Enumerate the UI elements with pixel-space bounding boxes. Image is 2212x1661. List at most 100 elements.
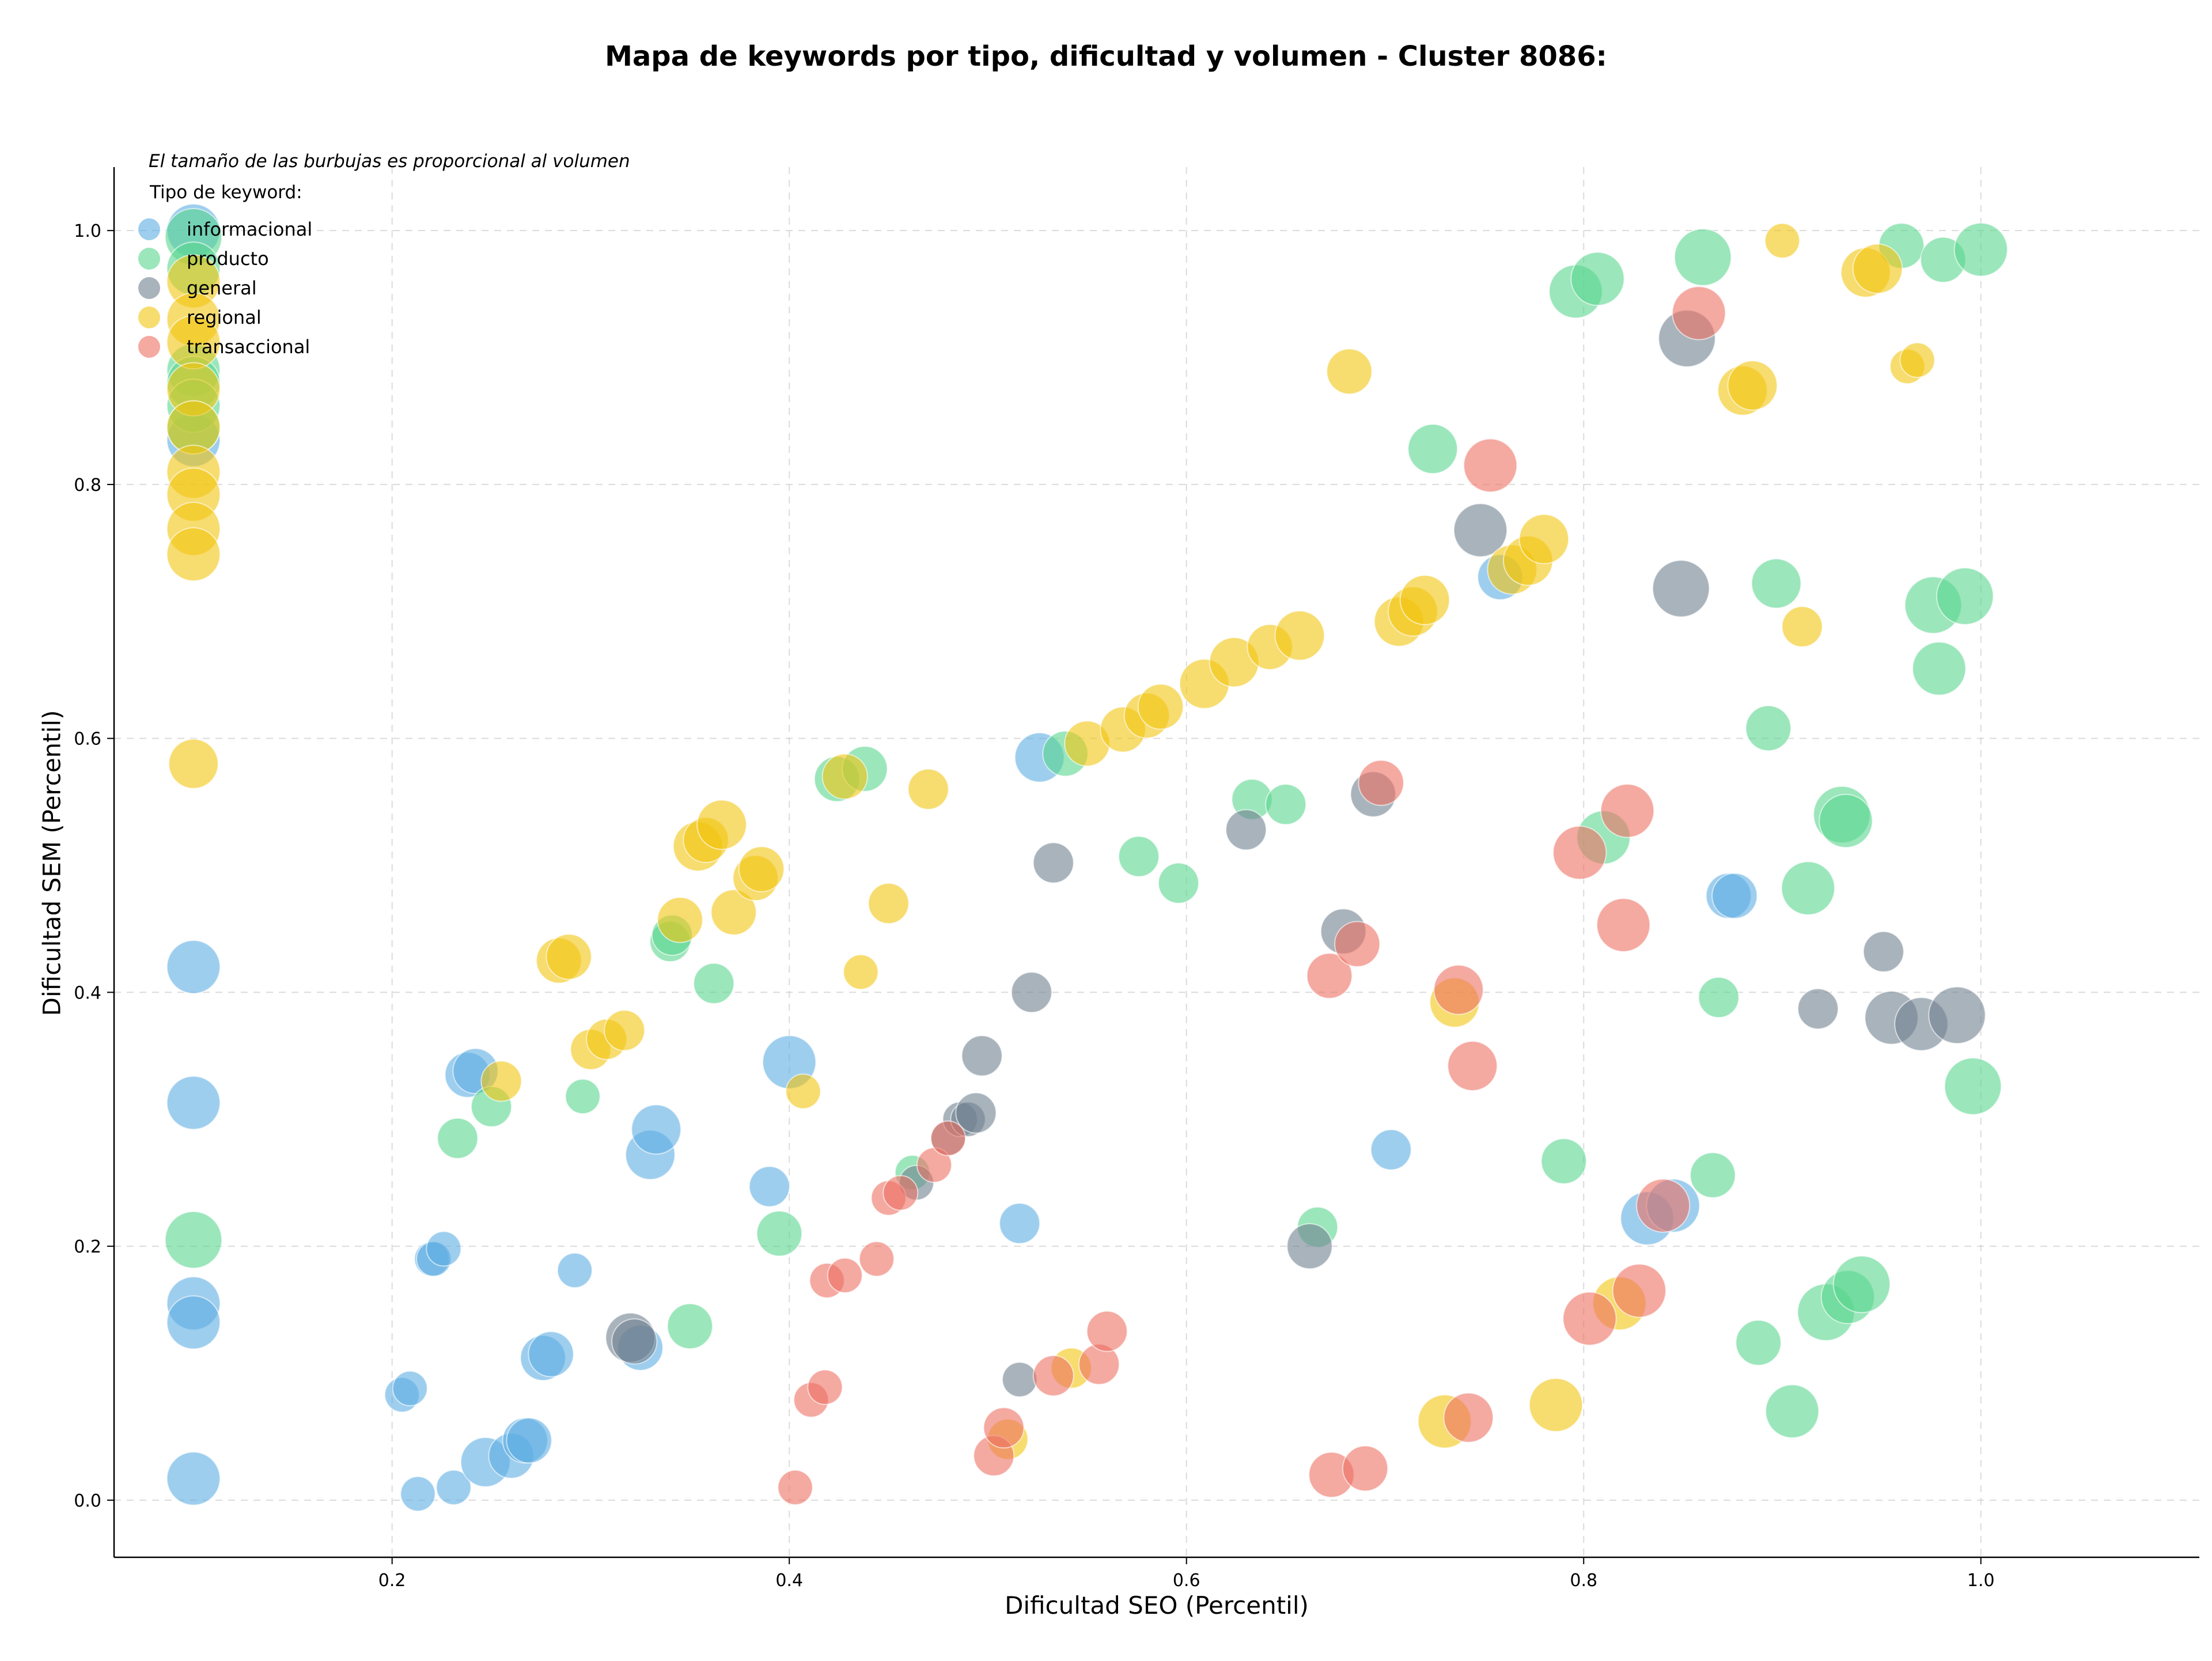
bubble-informacional	[166, 940, 221, 994]
bubble-regional	[785, 1073, 821, 1110]
bubble-producto	[1832, 1255, 1891, 1314]
legend-swatch-regional	[138, 306, 160, 328]
bubble-transaccional	[1672, 286, 1726, 340]
bubble-transaccional	[930, 1120, 966, 1156]
bubble-informacional	[528, 1331, 574, 1378]
bubble-regional	[710, 889, 757, 936]
x-tick-label: 0.6	[1173, 1571, 1200, 1591]
bubble-transaccional	[1596, 898, 1651, 952]
bubble-transaccional	[882, 1175, 919, 1211]
bubble-regional	[166, 527, 221, 582]
bubble-general	[1032, 842, 1074, 884]
bubble-regional	[843, 954, 879, 990]
legend-swatch-general	[138, 277, 160, 299]
legend-item-general: general	[138, 273, 312, 302]
bubble-producto	[1735, 1319, 1782, 1366]
bubble-producto	[1765, 1384, 1820, 1439]
bubble-transaccional	[1358, 759, 1404, 806]
bubble-producto	[1953, 222, 2008, 277]
bubble-informacional	[426, 1231, 462, 1267]
bubble-regional	[1326, 348, 1373, 395]
legend-item-transaccional: transaccional	[138, 332, 312, 361]
bubble-informacional	[1711, 872, 1758, 920]
bubble-transaccional	[1562, 1291, 1617, 1346]
bubble-producto	[1936, 567, 1994, 625]
bubble-producto	[1819, 793, 1873, 848]
bubble-regional	[738, 846, 785, 892]
tick-labels: 0.2 0.4 0.6 0.8 1.0 0.0 0.2 0.4 0.6 0.8 1.0	[74, 221, 1994, 1591]
bubble-producto	[1690, 1152, 1736, 1198]
bubble-transaccional	[807, 1369, 843, 1405]
y-tick-label: 0.0	[74, 1491, 101, 1511]
legend-label: transaccional	[187, 335, 310, 358]
bubble-transaccional	[1552, 825, 1607, 880]
axes	[107, 167, 2199, 1564]
bubble-producto	[164, 1210, 223, 1269]
bubble-informacional	[166, 1295, 221, 1350]
legend-label: regional	[187, 306, 262, 328]
x-tick-label: 0.2	[378, 1571, 406, 1591]
legend-swatch-producto	[138, 247, 160, 270]
bubble-general	[611, 1318, 658, 1365]
bubble-producto	[1118, 835, 1160, 877]
bubble-informacional	[166, 1451, 221, 1506]
bubble-regional	[1518, 513, 1570, 565]
legend-label: general	[187, 277, 257, 299]
bubble-informacional	[748, 1166, 790, 1208]
bubble-informacional	[556, 1252, 593, 1288]
bubble-general	[955, 1092, 997, 1134]
bubble-regional	[1781, 606, 1823, 648]
bubble-general	[1652, 559, 1710, 618]
bubble-informacional	[631, 1104, 681, 1155]
bubble-transaccional	[1600, 784, 1655, 838]
legend: Tipo de keyword: informacional producto …	[138, 182, 312, 361]
grid	[114, 167, 2199, 1557]
bubble-transaccional	[1612, 1263, 1666, 1318]
legend-item-producto: producto	[138, 244, 312, 273]
y-tick-label: 0.8	[74, 475, 101, 495]
x-tick-label: 1.0	[1967, 1571, 1995, 1591]
bubble-informacional	[506, 1417, 552, 1464]
bubbles	[164, 203, 2008, 1512]
bubble-producto	[1540, 1138, 1587, 1185]
chart-title: Mapa de keywords por tipo, dificultad y …	[605, 40, 1607, 73]
x-tick-label: 0.4	[775, 1571, 803, 1591]
bubble-regional	[1274, 610, 1325, 661]
bubble-transaccional	[1032, 1354, 1074, 1397]
legend-title: Tipo de keyword:	[150, 182, 302, 203]
x-tick-label: 0.8	[1570, 1571, 1597, 1591]
bubble-regional	[821, 753, 868, 800]
bubble-regional	[1764, 222, 1800, 259]
bubble-producto	[666, 1303, 713, 1350]
legend-item-informacional: informacional	[138, 214, 312, 244]
bubble-regional	[168, 738, 219, 789]
bubble-regional	[868, 883, 910, 925]
legend-item-regional: regional	[138, 302, 312, 332]
bubble-general	[1225, 809, 1267, 851]
bubble-transaccional	[1342, 1445, 1389, 1492]
y-tick-label: 0.2	[74, 1237, 101, 1257]
bubble-general	[1010, 971, 1052, 1013]
bubble-informacional	[1370, 1129, 1412, 1171]
legend-swatch-informacional	[138, 218, 160, 240]
bubble-transaccional	[1086, 1310, 1128, 1352]
bubble-regional	[1399, 574, 1450, 626]
bubble-transaccional	[1334, 921, 1381, 967]
bubble-producto	[1912, 641, 1967, 696]
bubble-transaccional	[1443, 1392, 1494, 1443]
bubble-general	[1862, 930, 1904, 973]
bubble-informacional	[166, 1075, 221, 1130]
bubble-transaccional	[827, 1257, 863, 1293]
bubble-transaccional	[1433, 964, 1484, 1015]
bubble-producto	[1265, 784, 1307, 826]
bubble-regional	[604, 1009, 645, 1051]
y-tick-label: 0.6	[74, 729, 101, 750]
bubble-producto	[1781, 861, 1835, 915]
bubble-producto	[1157, 862, 1199, 904]
bubble-transaccional	[1463, 438, 1518, 493]
bubble-general	[1002, 1361, 1038, 1398]
bubble-general	[1797, 988, 1839, 1030]
bubble-regional	[1727, 360, 1778, 411]
legend-swatch-transaccional	[138, 335, 160, 358]
bubble-producto	[1570, 251, 1625, 307]
